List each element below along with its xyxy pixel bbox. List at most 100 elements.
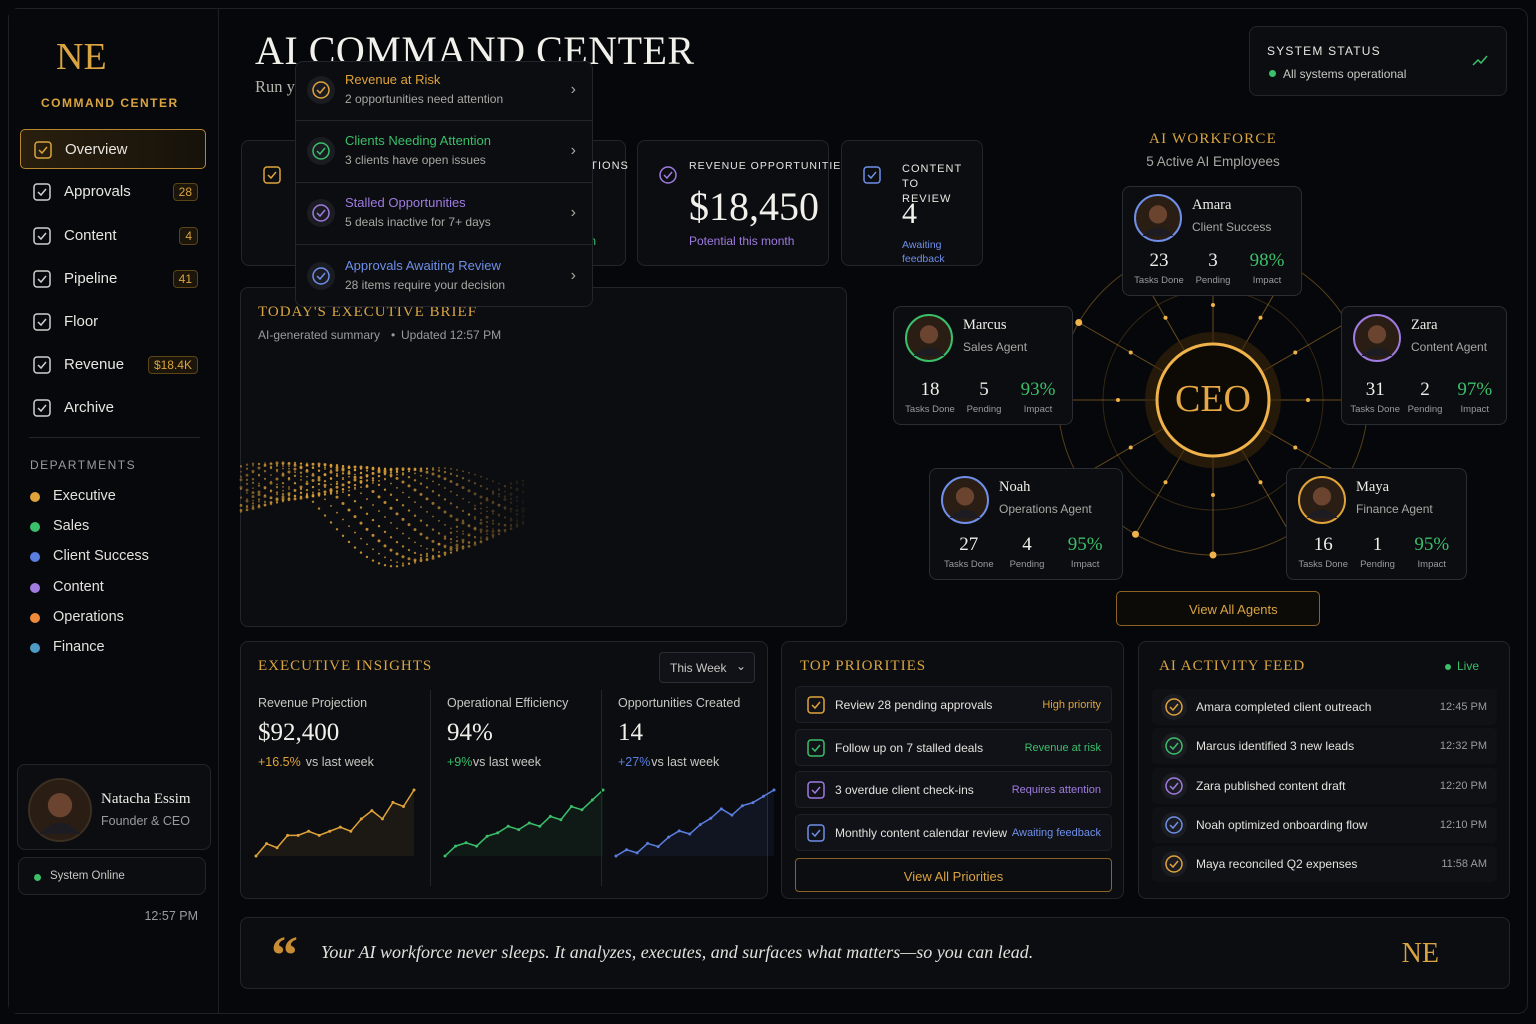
wave-dot — [485, 497, 489, 500]
wave-dot — [275, 477, 279, 481]
nav-item[interactable]: Floor — [20, 302, 206, 342]
wave-dot — [354, 465, 356, 468]
insights-title: EXECUTIVE INSIGHTS — [258, 658, 433, 674]
wave-dot — [515, 499, 519, 502]
priority-item[interactable]: Follow up on 7 stalled deals Revenue at r… — [795, 728, 1112, 766]
wave-dot — [240, 465, 242, 467]
agent-stat-label: Pending — [1360, 559, 1395, 570]
department-label[interactable]: Finance — [53, 639, 105, 655]
status-label: System Online — [50, 870, 125, 882]
nav-item[interactable]: Pipeline 41 — [20, 259, 206, 299]
wave-dot — [432, 554, 434, 557]
feed-icon-bg — [1161, 851, 1187, 878]
wave-dot — [492, 512, 494, 515]
wave-dot — [287, 476, 291, 480]
wave-dot — [299, 462, 303, 465]
wave-dot — [432, 480, 434, 483]
brief-item[interactable]: Approvals Awaiting Review 28 items requir… — [296, 244, 592, 308]
wave-dot — [480, 537, 482, 540]
wave-dot — [317, 475, 321, 479]
wave-dot — [414, 472, 416, 475]
agent-card[interactable]: Marcus Sales Agent 18 Tasks Done 5 Pending 93%… — [893, 306, 1073, 425]
wave-dot — [300, 496, 302, 498]
wave-dot — [342, 477, 344, 479]
icon-detail — [316, 272, 326, 281]
wave-dot — [413, 468, 417, 472]
wave-dot — [498, 514, 500, 517]
wave-dot — [348, 525, 350, 528]
department-dot — [30, 612, 40, 623]
brief-icon-bg — [307, 199, 335, 227]
avatar — [28, 778, 92, 842]
wave-dot — [246, 468, 248, 471]
priority-text: Review 28 pending approvals — [835, 698, 993, 712]
wave-dot — [336, 492, 338, 495]
brief-item[interactable]: Clients Needing Attention 3 clients have … — [296, 120, 592, 182]
agent-card[interactable]: Zara Content Agent 31 Tasks Done 2 Pending 97%… — [1341, 306, 1507, 425]
wave-dot — [275, 485, 279, 489]
brief-item[interactable]: Stalled Opportunities 5 deals inactive fo… — [296, 182, 592, 244]
wave-dot — [323, 473, 327, 476]
wave-dot — [437, 469, 441, 472]
wave-dot — [461, 538, 465, 542]
node-inner — [1163, 315, 1168, 320]
wave-dot — [365, 512, 369, 516]
priority-text: 3 overdue client check-ins — [835, 783, 974, 797]
chevron: › — [570, 142, 576, 159]
department-dot — [30, 582, 40, 593]
period-select[interactable]: This Week ⌄ — [659, 652, 755, 683]
icon-shape — [34, 141, 52, 159]
wave-dot — [461, 521, 465, 525]
wave-dot — [252, 464, 254, 467]
department-label[interactable]: Operations — [53, 608, 124, 625]
department-label[interactable]: Sales — [53, 518, 90, 535]
agent-card[interactable]: Amara Client Success 23 Tasks Done 3 Pending 9… — [1122, 186, 1302, 296]
wave-dot — [515, 522, 519, 526]
nav-item[interactable]: Approvals 28 — [20, 172, 206, 212]
nav-item[interactable]: Archive — [20, 388, 206, 428]
icon-detail — [1169, 742, 1179, 751]
wave-dot — [449, 480, 453, 484]
insight-value: 94% — [447, 719, 493, 746]
workforce-network — [1054, 241, 1372, 559]
agent-card[interactable]: Maya Finance Agent 16 Tasks Done 1 Pending 95%… — [1286, 468, 1467, 580]
feed-item: Marcus identified 3 new leads 12:32 PM — [1152, 728, 1497, 765]
wave-dot — [281, 461, 285, 465]
nav-item[interactable]: Content 4 — [20, 216, 206, 256]
icon-shape — [33, 356, 51, 374]
brief-sep: • — [391, 328, 396, 342]
wave-dot — [281, 499, 285, 502]
icon-detail — [1169, 821, 1179, 830]
wave-dot — [305, 493, 309, 497]
priority-item[interactable]: 3 overdue client check-ins Requires atten… — [795, 771, 1112, 808]
wave-dot — [305, 463, 309, 467]
wave-dot — [354, 531, 356, 534]
wave-dot — [335, 490, 339, 493]
wave-dot — [263, 463, 267, 467]
icon — [33, 270, 51, 288]
department-dot — [30, 552, 40, 563]
wave-dot — [377, 539, 381, 543]
icon-shape — [807, 696, 825, 714]
wave-dot — [491, 492, 495, 495]
department-label[interactable]: Executive — [53, 488, 116, 504]
wave-dot — [450, 541, 452, 544]
wave-dot — [251, 469, 255, 473]
wave-dot — [497, 529, 501, 533]
priority-item[interactable]: Review 28 pending approvals High priority — [795, 686, 1112, 723]
wave-dot — [329, 491, 333, 495]
brief-item[interactable]: Revenue at Risk 2 opportunities need atte… — [296, 62, 592, 120]
icon-detail — [1169, 782, 1179, 790]
wave-dot — [473, 527, 477, 531]
sparkline-point — [548, 814, 552, 818]
department-label[interactable]: Client Success — [53, 548, 149, 565]
priority-item[interactable]: Monthly content calendar review Awaiting … — [795, 813, 1112, 851]
agent-card[interactable]: Noah Operations Agent 27 Tasks Done 4 Pending… — [929, 468, 1123, 580]
nav-item[interactable]: Overview — [20, 129, 206, 169]
wave-dot — [443, 551, 447, 555]
nav-item[interactable]: Revenue $18.4K — [20, 345, 206, 385]
view-priorities-button[interactable]: View All Priorities — [795, 858, 1112, 892]
view-agents-button[interactable]: View All Agents — [1116, 591, 1320, 626]
wave-dot — [504, 531, 506, 533]
department-label[interactable]: Content — [53, 578, 104, 595]
